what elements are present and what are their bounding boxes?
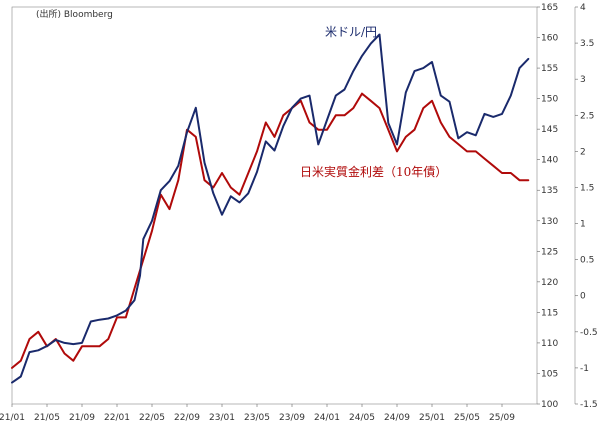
y-right-tick-label: -1.5 — [580, 400, 598, 410]
y-left-tick-label: 120 — [541, 278, 558, 288]
y-right-tick-label: 1 — [580, 220, 586, 230]
x-tick-label: 25/01 — [419, 413, 445, 423]
plot-frame — [11, 6, 538, 405]
y-right-tick-label: 4 — [580, 3, 586, 13]
y-left-tick-label: 160 — [541, 34, 558, 44]
y-left-tick-label: 135 — [541, 186, 558, 196]
y-right-tick-label: 2.5 — [580, 111, 594, 121]
y-right-tick-label: 0 — [580, 292, 586, 302]
x-tick-label: 21/09 — [69, 413, 95, 423]
x-tick-label: 21/01 — [0, 413, 25, 423]
x-tick-label: 24/09 — [384, 413, 410, 423]
y-right-tick-label: 0.5 — [580, 256, 594, 266]
x-tick-label: 24/01 — [314, 413, 340, 423]
source-note: (出所) Bloomberg — [36, 8, 113, 20]
x-tick-label: 22/01 — [104, 413, 130, 423]
y-left-tick-label: 155 — [541, 64, 558, 74]
x-tick-label: 22/09 — [174, 413, 200, 423]
x-tick-label: 25/09 — [489, 413, 515, 423]
y-left-tick-label: 130 — [541, 217, 558, 227]
x-tick-label: 23/09 — [279, 413, 305, 423]
y-right-tick-label: 2 — [580, 147, 586, 157]
y-axis-right: 4 3.5 3 2.5 2 1.5 1 0.5 0 -0.5 -1 -1.5 — [574, 3, 598, 410]
y-left-tick-label: 150 — [541, 95, 558, 105]
y-right-tick-label: 1.5 — [580, 183, 594, 193]
series-layer — [11, 33, 530, 384]
y-left-tick-label: 125 — [541, 247, 558, 257]
series-line-usdjpy — [11, 33, 530, 384]
y-axis-left: 165 160 155 150 145 140 135 130 125 120 115 110 105 1… — [537, 3, 558, 410]
y-left-tick-label: 140 — [541, 156, 558, 166]
y-right-tick-label: -1 — [580, 364, 589, 374]
y-right-tick-label: 3 — [580, 75, 586, 85]
y-right-tick-label: 3.5 — [580, 39, 594, 49]
x-tick-label: 21/05 — [34, 413, 60, 423]
y-right-tick-label: -0.5 — [580, 328, 598, 338]
y-left-tick-label: 115 — [541, 308, 558, 318]
y-left-tick-label: 165 — [541, 3, 558, 13]
series-line-rate-diff — [11, 92, 530, 369]
x-tick-label: 24/05 — [349, 413, 375, 423]
x-tick-label: 25/05 — [454, 413, 480, 423]
x-axis: 21/01 21/05 21/09 22/01 22/05 22/09 23/01 23/05… — [0, 404, 515, 423]
y-left-tick-label: 105 — [541, 369, 558, 379]
x-tick-label: 22/05 — [139, 413, 165, 423]
x-tick-label: 23/01 — [209, 413, 235, 423]
series-label-rate-diff: 日米実質金利差（10年債） — [300, 164, 447, 179]
x-tick-label: 23/05 — [244, 413, 270, 423]
y-left-tick-label: 110 — [541, 339, 558, 349]
y-left-tick-label: 145 — [541, 125, 558, 135]
y-left-tick-label: 100 — [541, 400, 558, 410]
series-label-usdjpy: 米ドル/円 — [325, 25, 377, 39]
